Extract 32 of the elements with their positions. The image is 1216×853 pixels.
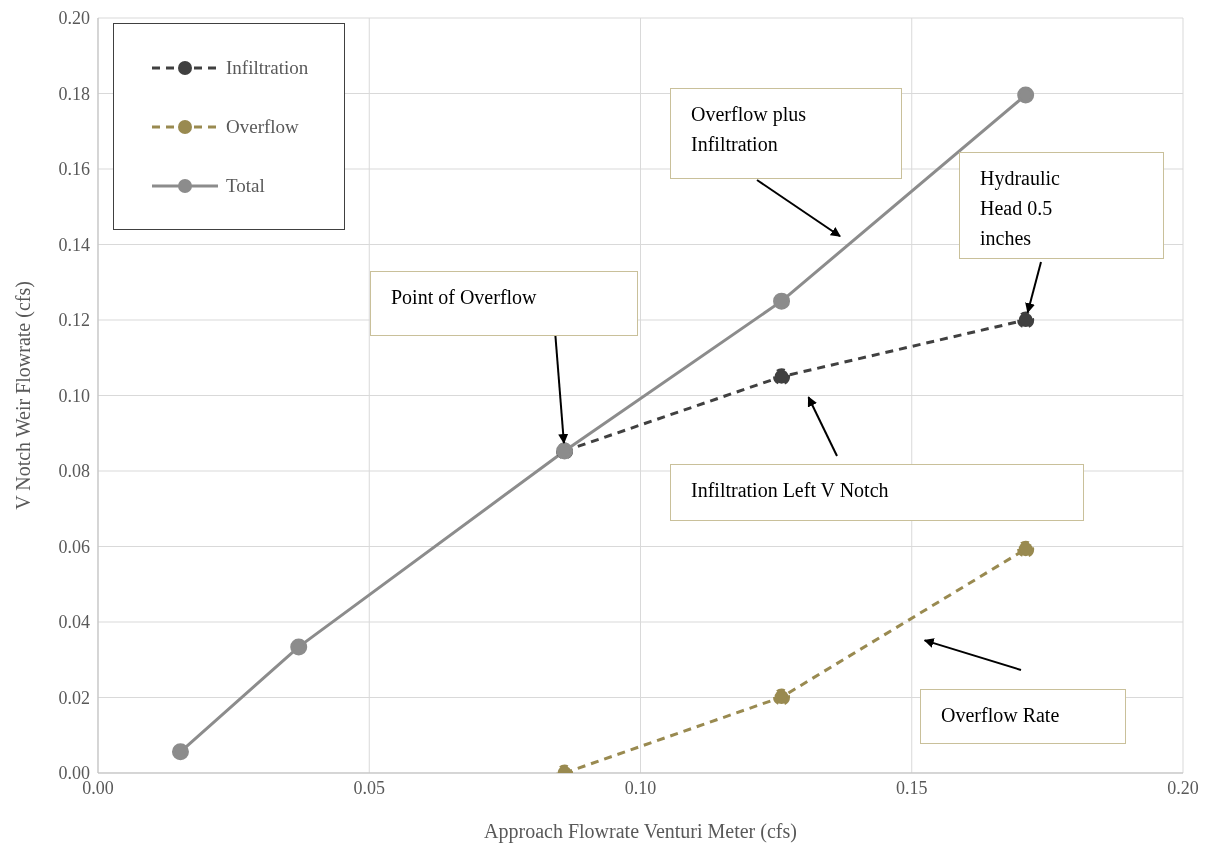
y-tick-label: 0.14 bbox=[58, 234, 90, 255]
y-axis-title: V Notch Weir Flowrate (cfs) bbox=[12, 281, 36, 510]
point bbox=[773, 688, 791, 706]
x-axis-title: Approach Flowrate Venturi Meter (cfs) bbox=[484, 820, 797, 843]
y-tick-label: 0.04 bbox=[58, 612, 90, 633]
y-tick-label: 0.10 bbox=[58, 385, 90, 406]
x-tick-label: 0.15 bbox=[896, 777, 928, 798]
x-tick-label: 0.05 bbox=[353, 777, 385, 798]
note-box: Infiltration Left V Notch bbox=[670, 464, 1084, 521]
y-tick-label: 0.18 bbox=[58, 83, 90, 104]
point bbox=[290, 638, 308, 656]
note-box: Overflow Rate bbox=[920, 689, 1126, 744]
x-tick-label: 0.10 bbox=[624, 777, 657, 798]
legend-label: Total bbox=[226, 174, 265, 197]
y-tick-label: 0.02 bbox=[58, 687, 90, 708]
y-tick-label: 0.08 bbox=[58, 461, 90, 482]
y-tick-label: 0.12 bbox=[58, 310, 90, 331]
y-tick-label: 0.16 bbox=[58, 159, 90, 180]
x-tick-label: 0.20 bbox=[1167, 777, 1199, 798]
point bbox=[171, 743, 189, 761]
note-box: Overflow plus Infiltration bbox=[670, 88, 902, 179]
legend-label: Overflow bbox=[226, 115, 299, 138]
point bbox=[1017, 311, 1035, 329]
note-box: Hydraulic Head 0.5 inches bbox=[959, 152, 1164, 259]
legend-label: Infiltration bbox=[226, 56, 309, 79]
note-box: Point of Overflow bbox=[370, 271, 638, 336]
point bbox=[773, 368, 791, 386]
point bbox=[773, 292, 791, 310]
point bbox=[1017, 540, 1035, 558]
y-tick-label: 0.06 bbox=[58, 536, 90, 557]
y-tick-label: 0.20 bbox=[58, 8, 90, 29]
point bbox=[1017, 86, 1035, 104]
